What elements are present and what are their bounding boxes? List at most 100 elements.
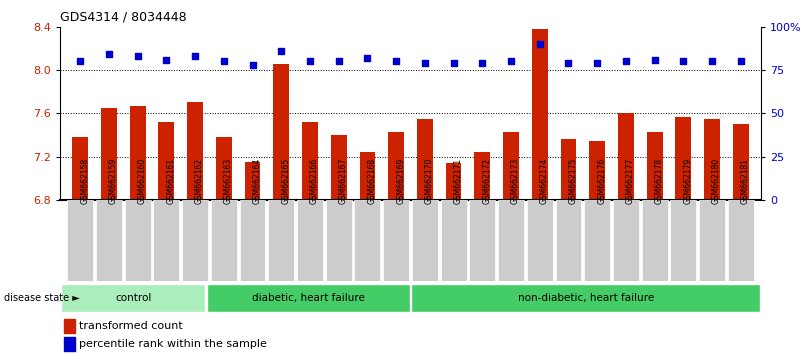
FancyBboxPatch shape (96, 200, 122, 281)
FancyBboxPatch shape (297, 200, 323, 281)
FancyBboxPatch shape (125, 200, 151, 281)
FancyBboxPatch shape (642, 200, 667, 281)
Bar (503, 132, 519, 200)
Point (619, 58, 632, 64)
Point (390, 58, 403, 64)
Text: GSM662169: GSM662169 (396, 158, 405, 204)
Text: GSM662165: GSM662165 (281, 158, 290, 204)
Bar (273, 64, 289, 200)
FancyBboxPatch shape (412, 284, 760, 312)
Text: GSM662162: GSM662162 (195, 158, 204, 204)
Text: transformed count: transformed count (79, 321, 183, 331)
Bar (216, 137, 231, 200)
Bar (64, 337, 74, 351)
Point (562, 60, 575, 66)
Text: GSM662173: GSM662173 (511, 158, 520, 204)
Bar (302, 122, 318, 200)
FancyBboxPatch shape (326, 200, 352, 281)
FancyBboxPatch shape (67, 200, 93, 281)
Bar (646, 132, 662, 200)
Point (332, 58, 345, 64)
Bar (618, 113, 634, 200)
Text: GSM662158: GSM662158 (80, 158, 89, 204)
Bar (244, 162, 260, 200)
Bar (159, 122, 175, 200)
FancyBboxPatch shape (154, 200, 179, 281)
Text: GSM662178: GSM662178 (654, 158, 664, 204)
FancyBboxPatch shape (556, 200, 582, 281)
Bar (474, 152, 490, 200)
Text: control: control (115, 293, 151, 303)
FancyBboxPatch shape (383, 200, 409, 281)
Text: GSM662168: GSM662168 (368, 158, 376, 204)
Point (304, 58, 316, 64)
Bar (532, 29, 548, 200)
Bar (360, 152, 376, 200)
Bar (675, 116, 691, 200)
Bar (445, 163, 461, 200)
Point (505, 58, 517, 64)
Text: diabetic, heart failure: diabetic, heart failure (252, 293, 364, 303)
Text: disease state ►: disease state ► (4, 293, 80, 303)
Bar (130, 106, 146, 200)
Point (735, 58, 747, 64)
Text: GSM662166: GSM662166 (310, 158, 319, 204)
Point (361, 55, 374, 61)
FancyBboxPatch shape (441, 200, 466, 281)
Point (706, 58, 718, 64)
Point (131, 53, 144, 59)
Text: GSM662171: GSM662171 (453, 158, 463, 204)
Point (418, 60, 431, 66)
Bar (704, 119, 720, 200)
Text: GSM662176: GSM662176 (598, 158, 606, 204)
Point (476, 60, 489, 66)
FancyBboxPatch shape (61, 284, 205, 312)
Point (447, 60, 460, 66)
FancyBboxPatch shape (412, 200, 438, 281)
FancyBboxPatch shape (498, 200, 524, 281)
FancyBboxPatch shape (211, 200, 237, 281)
Point (591, 60, 604, 66)
Point (246, 62, 259, 68)
Text: GSM662170: GSM662170 (425, 158, 434, 204)
Bar (388, 132, 404, 200)
Text: percentile rank within the sample: percentile rank within the sample (79, 339, 267, 349)
FancyBboxPatch shape (699, 200, 725, 281)
FancyBboxPatch shape (584, 200, 610, 281)
Bar (72, 137, 88, 200)
Text: GSM662172: GSM662172 (482, 158, 491, 204)
FancyBboxPatch shape (469, 200, 495, 281)
Text: GSM662181: GSM662181 (741, 158, 750, 204)
FancyBboxPatch shape (613, 200, 639, 281)
Bar (417, 119, 433, 200)
Text: GSM662159: GSM662159 (109, 158, 118, 204)
Text: GSM662177: GSM662177 (626, 158, 635, 204)
Text: GSM662163: GSM662163 (223, 158, 233, 204)
FancyBboxPatch shape (268, 200, 294, 281)
Bar (561, 139, 577, 200)
Text: GSM662167: GSM662167 (339, 158, 348, 204)
Text: GSM662175: GSM662175 (569, 158, 578, 204)
Bar (64, 319, 74, 333)
Text: GDS4314 / 8034448: GDS4314 / 8034448 (60, 11, 187, 24)
Point (677, 58, 690, 64)
Point (648, 57, 661, 62)
Text: GSM662160: GSM662160 (138, 158, 147, 204)
Point (275, 48, 288, 54)
Point (533, 41, 546, 47)
Bar (331, 135, 347, 200)
Point (160, 57, 173, 62)
Bar (101, 108, 117, 200)
FancyBboxPatch shape (670, 200, 696, 281)
Point (74, 58, 87, 64)
Point (189, 53, 202, 59)
Point (103, 51, 115, 57)
FancyBboxPatch shape (355, 200, 380, 281)
Text: GSM662161: GSM662161 (167, 158, 175, 204)
Bar (187, 102, 203, 200)
Text: GSM662180: GSM662180 (712, 158, 721, 204)
Bar (590, 142, 605, 200)
FancyBboxPatch shape (182, 200, 208, 281)
Bar (733, 124, 749, 200)
Text: GSM662164: GSM662164 (252, 158, 262, 204)
